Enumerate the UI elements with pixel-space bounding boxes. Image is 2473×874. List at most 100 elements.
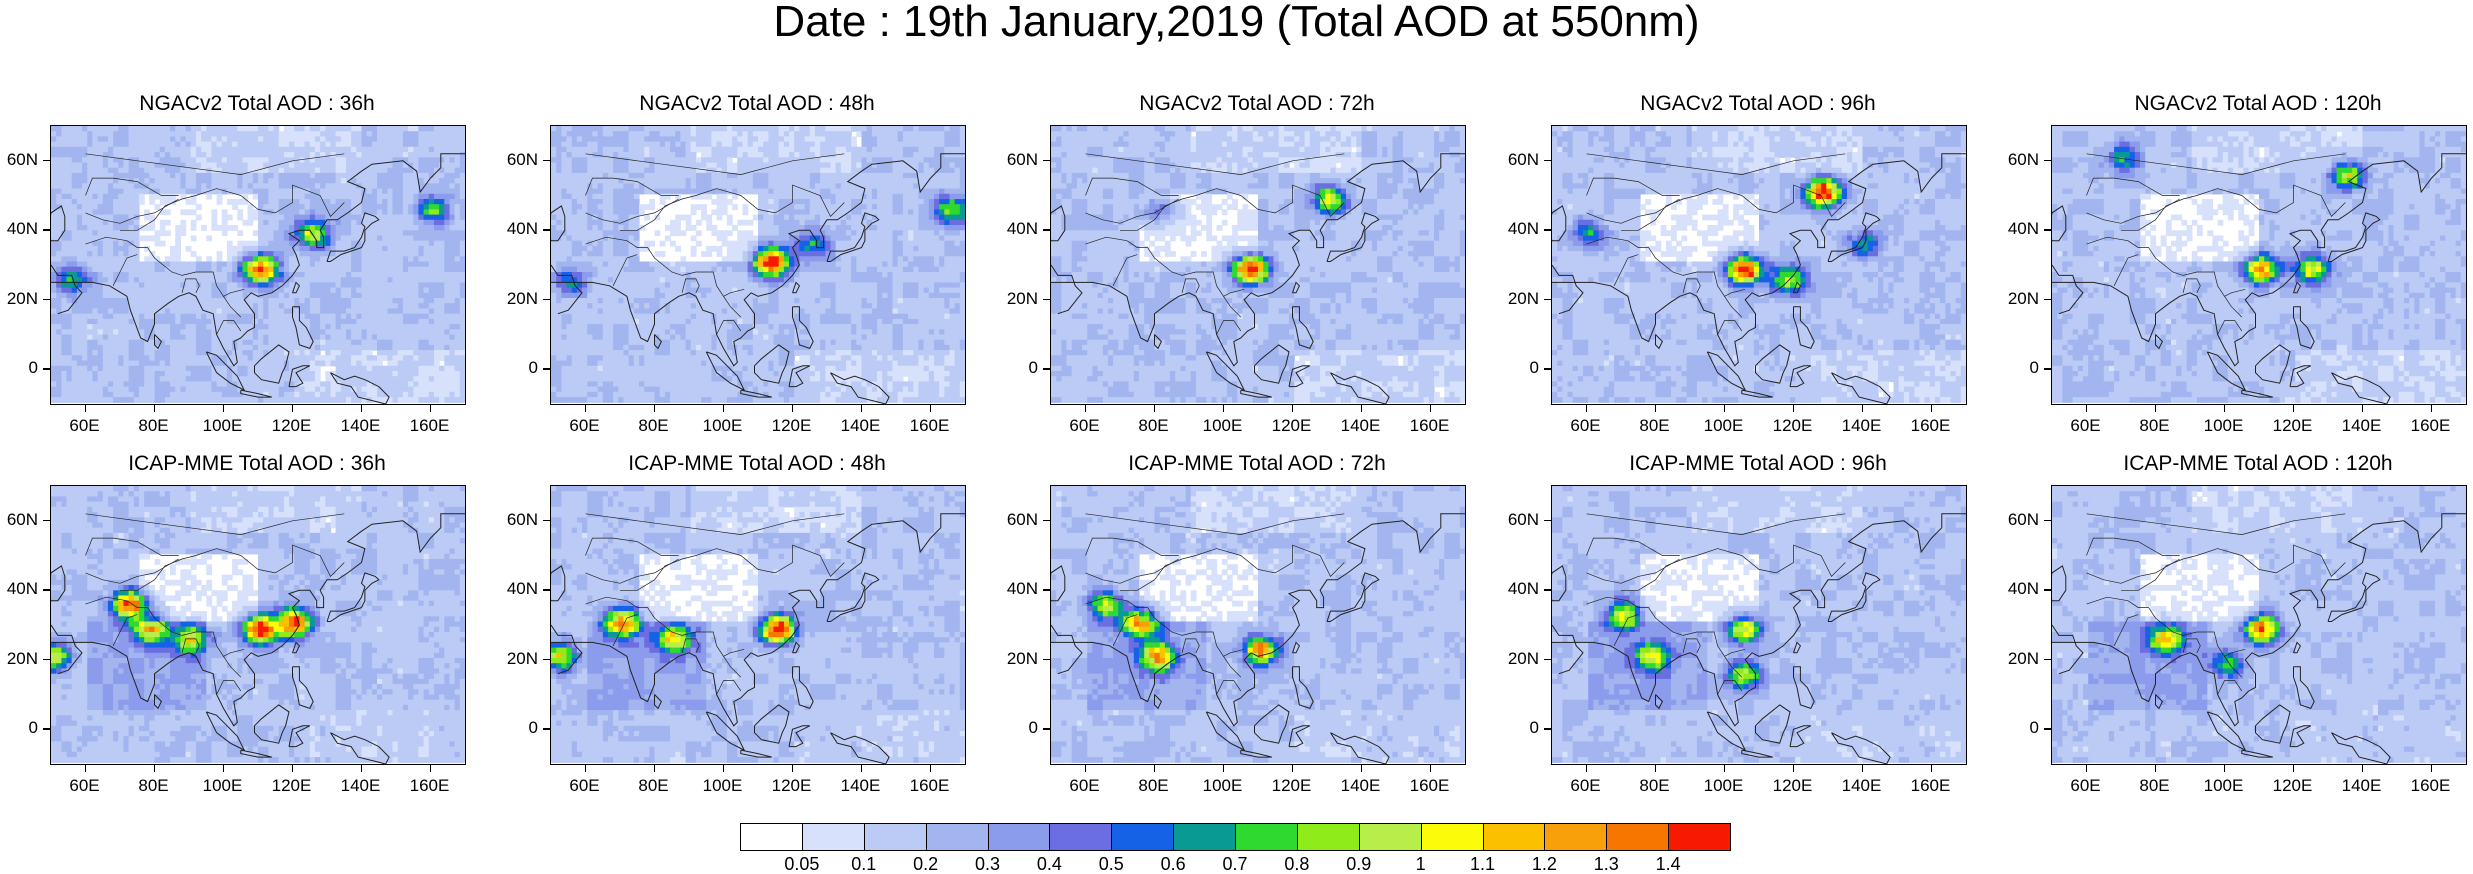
colorbar-label: 0.9: [1329, 855, 1389, 873]
country-border: [2086, 537, 2180, 556]
lat-label: 20N: [1999, 649, 2039, 668]
coastline: [154, 334, 163, 350]
lon-tick: [1291, 405, 1293, 412]
coastline: [51, 205, 66, 242]
coastline: [754, 344, 790, 384]
lat-tick: [43, 728, 50, 730]
country-border: [585, 513, 845, 535]
lon-tick: [1360, 765, 1362, 772]
aod-map: [1551, 125, 1967, 405]
coastline: [51, 264, 83, 315]
lon-label: 120E: [1763, 417, 1823, 435]
lat-label: 60N: [498, 150, 538, 169]
colorbar-label: 1: [1391, 855, 1451, 873]
lat-label: 0: [1999, 359, 2039, 377]
aod-field: [1552, 486, 1966, 764]
country-border: [1181, 638, 1200, 653]
lon-tick: [791, 405, 793, 412]
lat-label: 60N: [1499, 150, 1539, 169]
lon-label: 160E: [2401, 777, 2461, 795]
lat-tick: [543, 728, 550, 730]
coastline: [1330, 732, 1390, 764]
lon-label: 60E: [55, 417, 115, 435]
colorbar-label: 1.2: [1514, 855, 1574, 873]
lon-tick: [653, 765, 655, 772]
coastline: [1831, 732, 1891, 764]
colorbar-swatch: [1668, 823, 1731, 851]
country-border: [85, 236, 245, 297]
aod-field: [51, 126, 465, 404]
country-border: [1621, 544, 1846, 591]
lon-tick: [84, 765, 86, 772]
lat-label: 40N: [498, 220, 538, 238]
country-border: [1586, 153, 1846, 175]
coastline: [551, 153, 965, 367]
coastline: [654, 694, 663, 710]
panel-title: NGACv2 Total AOD : 72h: [1047, 93, 1467, 115]
lon-tick: [791, 765, 793, 772]
coastline: [2052, 565, 2067, 602]
aod-field: [2052, 126, 2466, 404]
panel-title: NGACv2 Total AOD : 96h: [1548, 93, 1968, 115]
lon-label: 120E: [762, 777, 822, 795]
lon-tick: [222, 765, 224, 772]
coastline: [1154, 694, 1163, 710]
lon-tick: [1861, 765, 1863, 772]
aod-map: [550, 125, 966, 405]
country-border: [85, 177, 179, 196]
lat-label: 0: [0, 359, 38, 377]
panel-title: NGACv2 Total AOD : 120h: [2048, 93, 2468, 115]
coastline: [292, 641, 301, 654]
lat-label: 60N: [998, 150, 1038, 169]
lon-label: 140E: [1832, 777, 1892, 795]
lat-label: 20N: [998, 289, 1038, 308]
country-border: [723, 296, 742, 318]
lat-label: 20N: [998, 649, 1038, 668]
lon-tick: [1585, 405, 1587, 412]
colorbar-swatch: [1173, 823, 1236, 851]
coastline: [2289, 725, 2312, 748]
lon-tick: [1792, 765, 1794, 772]
lon-label: 140E: [2332, 417, 2392, 435]
lat-tick: [43, 229, 50, 231]
country-border: [1112, 614, 1138, 646]
coastline: [2327, 212, 2381, 262]
coastline: [1827, 572, 1881, 622]
country-border: [120, 544, 345, 591]
lon-label: 60E: [1556, 417, 1616, 435]
lon-tick: [929, 765, 931, 772]
coastline: [1789, 365, 1812, 388]
colorbar-swatch: [1358, 823, 1422, 851]
lat-tick: [1043, 589, 1050, 591]
coastline: [830, 372, 890, 404]
lon-tick: [1723, 765, 1725, 772]
coastline: [2255, 344, 2291, 384]
coastline: [2289, 365, 2312, 388]
coastline: [326, 212, 380, 262]
lat-label: 0: [498, 359, 538, 377]
lat-tick: [43, 589, 50, 591]
lat-label: 40N: [998, 580, 1038, 598]
lon-label: 60E: [1055, 777, 1115, 795]
lon-label: 140E: [1832, 417, 1892, 435]
country-border: [1181, 278, 1200, 293]
lon-tick: [1585, 765, 1587, 772]
country-border: [2086, 153, 2346, 175]
country-border: [1682, 278, 1701, 293]
coastline: [705, 711, 746, 752]
country-border: [585, 596, 745, 657]
colorbar-label: 1.3: [1576, 855, 1636, 873]
coastline: [551, 513, 965, 727]
lat-label: 40N: [998, 220, 1038, 238]
lat-label: 40N: [1499, 580, 1539, 598]
coastline: [2331, 372, 2391, 404]
aod-map: [550, 485, 966, 765]
coastline: [1205, 711, 1246, 752]
coastline: [1831, 372, 1891, 404]
lat-tick: [2044, 519, 2051, 522]
country-border: [2086, 596, 2246, 657]
lon-label: 160E: [900, 777, 960, 795]
country-border: [2217, 320, 2243, 335]
aod-map: [2051, 485, 2467, 765]
country-border: [585, 177, 679, 196]
